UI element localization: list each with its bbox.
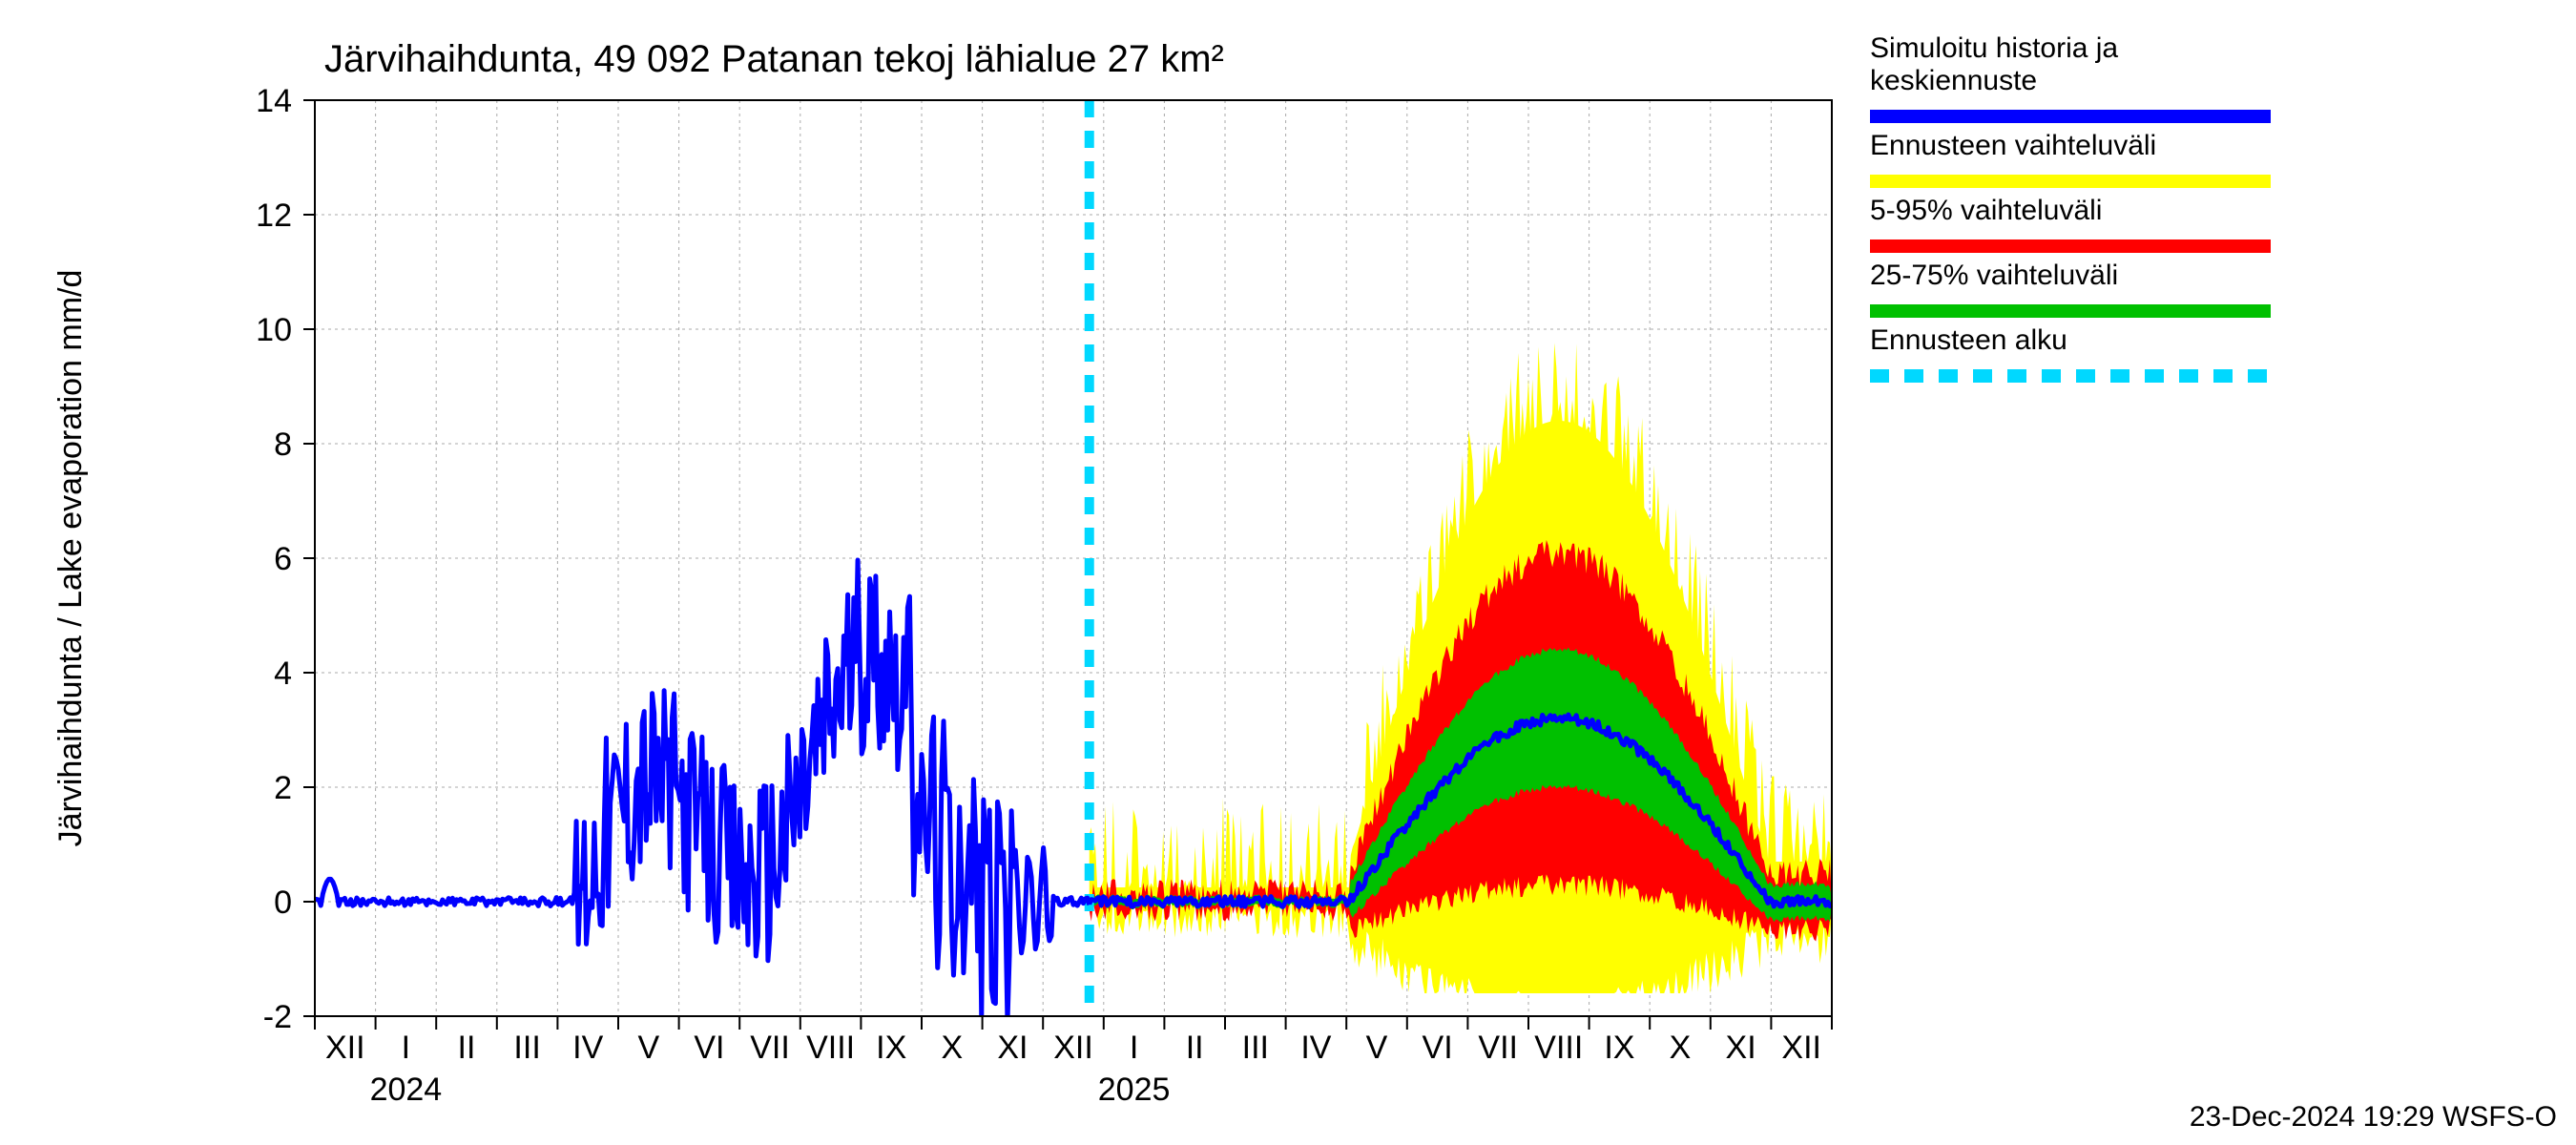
xtick-label: X	[941, 1030, 963, 1066]
y-axis-label: Järvihaihdunta / Lake evaporation mm/d	[52, 270, 89, 847]
legend-label: Ennusteen vaihteluväli	[1870, 130, 2156, 161]
chart-container: -202468101214XIIIIIIIIIVVVIVIIVIIIIXXXIX…	[0, 0, 2576, 1145]
ytick-label: 6	[274, 541, 292, 577]
xtick-label: X	[1670, 1030, 1692, 1066]
chart-bg	[0, 0, 2576, 1145]
xtick-label: XII	[325, 1030, 365, 1066]
xtick-label: VIII	[1534, 1030, 1583, 1066]
year-label: 2025	[1098, 1072, 1171, 1108]
xtick-label: II	[1186, 1030, 1204, 1066]
xtick-label: I	[402, 1030, 410, 1066]
ytick-label: 4	[274, 656, 292, 692]
chart-title: Järvihaihdunta, 49 092 Patanan tekoj läh…	[324, 38, 1224, 80]
xtick-label: XII	[1053, 1030, 1093, 1066]
xtick-label: XI	[997, 1030, 1028, 1066]
xtick-label: IV	[572, 1030, 603, 1066]
xtick-label: VII	[1478, 1030, 1518, 1066]
xtick-label: I	[1130, 1030, 1138, 1066]
ytick-label: 12	[256, 198, 292, 234]
chart-footer: 23-Dec-2024 19:29 WSFS-O	[2190, 1101, 2557, 1133]
xtick-label: III	[513, 1030, 540, 1066]
ytick-label: 14	[256, 83, 292, 119]
xtick-label: IX	[876, 1030, 906, 1066]
ytick-label: 2	[274, 770, 292, 806]
ytick-label: 10	[256, 312, 292, 348]
xtick-label: V	[637, 1030, 659, 1066]
xtick-label: IV	[1300, 1030, 1331, 1066]
ytick-label: -2	[263, 999, 292, 1035]
legend-label: 25-75% vaihteluväli	[1870, 260, 2118, 291]
xtick-label: V	[1366, 1030, 1388, 1066]
ytick-label: 8	[274, 427, 292, 463]
legend-label: Simuloitu historia ja	[1870, 32, 2118, 64]
xtick-label: VI	[1423, 1030, 1453, 1066]
ytick-label: 0	[274, 885, 292, 921]
xtick-label: XI	[1726, 1030, 1756, 1066]
xtick-label: VI	[694, 1030, 724, 1066]
xtick-label: XII	[1781, 1030, 1821, 1066]
year-label: 2024	[370, 1072, 443, 1108]
legend-label: 5-95% vaihteluväli	[1870, 195, 2102, 226]
chart-svg: -202468101214XIIIIIIIIIVVVIVIIVIIIIXXXIX…	[0, 0, 2576, 1145]
xtick-label: II	[458, 1030, 476, 1066]
xtick-label: VIII	[806, 1030, 855, 1066]
xtick-label: III	[1242, 1030, 1269, 1066]
legend-label: Ennusteen alku	[1870, 324, 2067, 356]
legend-label: keskiennuste	[1870, 65, 2037, 96]
xtick-label: VII	[750, 1030, 790, 1066]
xtick-label: IX	[1604, 1030, 1634, 1066]
